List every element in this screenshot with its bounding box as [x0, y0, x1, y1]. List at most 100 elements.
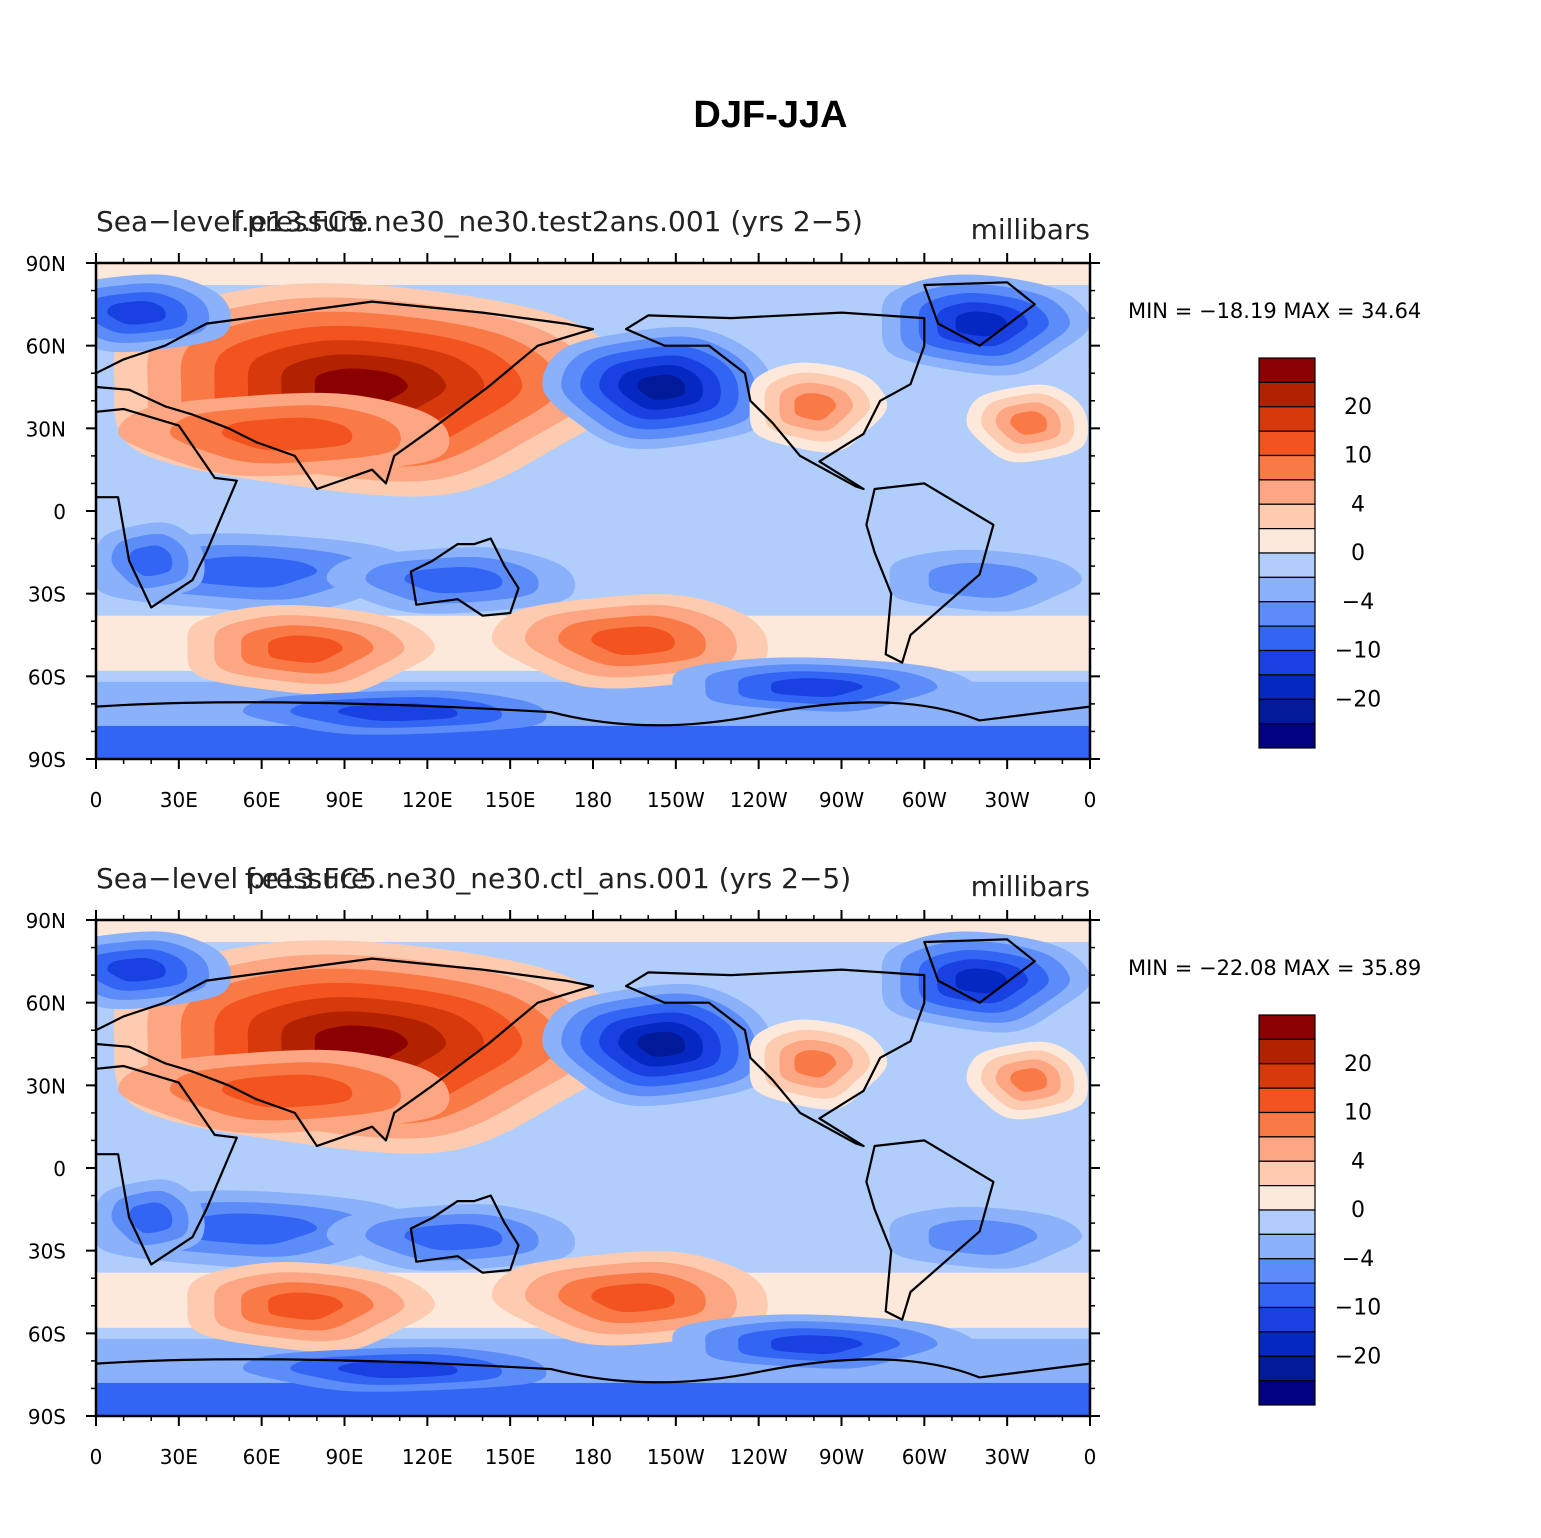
south-indian-ridge-level-4	[268, 1292, 343, 1320]
panel-left-title: Sea−level pressure	[96, 205, 368, 238]
colorbar-box	[1258, 723, 1316, 749]
colorbar-box	[1258, 1258, 1316, 1284]
north-america-high-level-4	[794, 1050, 837, 1078]
australia-coastline	[409, 1194, 520, 1274]
y-tick-label: 30N	[26, 417, 66, 441]
y-tick-label: 60S	[28, 1322, 66, 1346]
colorbar-box	[1258, 503, 1316, 530]
y-tick-label: 90S	[28, 748, 66, 772]
x-tick-label: 90W	[819, 788, 864, 812]
min-max-stats: MIN = −22.08 MAX = 35.89	[1128, 956, 1421, 980]
x-tick-label: 0	[90, 788, 103, 812]
africa-coastline	[96, 1064, 238, 1266]
x-tick-label: 30E	[160, 788, 198, 812]
panel-center-title: f.e13.FC5.ne30_ne30.ctl_ans.001 (yrs 2−5…	[245, 862, 851, 895]
min-max-stats: MIN = −18.19 MAX = 34.64	[1128, 299, 1421, 323]
greenland-coastline	[923, 281, 1036, 347]
panel-left-title: Sea−level pressure	[96, 862, 368, 895]
panel-units: millibars	[971, 213, 1090, 246]
colorbar-box	[1258, 698, 1316, 725]
antarctic-band-inner	[96, 1382, 1090, 1416]
y-tick-label: 60N	[26, 335, 66, 359]
antarctica-coastline	[96, 701, 1090, 727]
x-tick-label: 90E	[325, 1445, 363, 1469]
y-tick-label: 0	[53, 1157, 66, 1181]
y-tick-label: 30S	[28, 583, 66, 607]
antarctica-coastline	[96, 1358, 1090, 1384]
x-tick-label: 150W	[647, 788, 705, 812]
africa-coastline	[96, 407, 238, 609]
map-panel-1: 90N 60N 30N 0 30S 60S 90S 0 30E 60E 90E 120E 150E 180…	[26, 205, 1422, 812]
amundsen-low-level-4	[771, 1335, 863, 1354]
colorbar-label: 4	[1351, 1149, 1365, 1174]
south-africa-trough-level-3	[128, 545, 173, 577]
x-tick-label: 0	[1084, 788, 1097, 812]
colorbar-label: 4	[1351, 492, 1365, 517]
colorbar-box	[1258, 357, 1316, 383]
y-tick-label: 30S	[28, 1240, 66, 1264]
south-pacific-ridge-level-4	[591, 1283, 675, 1313]
colorbar-box	[1258, 625, 1316, 652]
colorbar-box	[1258, 1355, 1316, 1382]
colorbar-box	[1258, 674, 1316, 700]
azores-ridge-level-4	[1010, 411, 1048, 435]
x-tick-label: 120W	[730, 1445, 788, 1469]
map-panel-2: 90N 60N 30N 0 30S 60S 90S 0 30E 60E 90E 120E 150E 180…	[26, 862, 1422, 1469]
east-antarctic-low-level-3	[337, 703, 458, 722]
australia-trough-level-3	[404, 1223, 503, 1251]
colorbar-label: 0	[1351, 541, 1365, 566]
x-tick-label: 30W	[985, 1445, 1030, 1469]
colorbar-box	[1258, 576, 1316, 603]
barents-low-level-4	[107, 958, 166, 982]
colorbar-box	[1258, 454, 1316, 481]
colorbar-box	[1258, 381, 1316, 408]
colorbar-label: −20	[1335, 687, 1381, 712]
colorbar-box	[1258, 1209, 1316, 1235]
colorbar-label: −4	[1342, 590, 1374, 615]
x-tick-label: 120E	[402, 1445, 453, 1469]
aleutian-low-level-6	[637, 374, 686, 400]
y-tick-label: 60S	[28, 665, 66, 689]
contour-field	[96, 920, 1090, 1416]
aleutian-low-level-6	[637, 1031, 686, 1057]
north-america-coastline	[625, 311, 926, 491]
south-america-coastline	[865, 1139, 995, 1321]
south-atlantic-trough-level-2	[928, 562, 1038, 598]
north-america-coastline	[625, 968, 926, 1148]
x-tick-label: 60W	[902, 1445, 947, 1469]
x-tick-label: 150E	[485, 788, 536, 812]
colorbar-label: 10	[1344, 1101, 1372, 1126]
arctic-band	[96, 920, 1090, 943]
x-tick-label: 120W	[730, 788, 788, 812]
south-america-coastline	[865, 482, 995, 664]
colorbar-box	[1258, 1063, 1316, 1089]
colorbar-box	[1258, 601, 1316, 627]
south-indian-trough-level-3	[187, 556, 318, 588]
y-tick-label: 30N	[26, 1074, 66, 1098]
colorbar-label: −10	[1335, 639, 1381, 664]
colorbar-box	[1258, 1014, 1316, 1040]
x-tick-label: 30W	[985, 788, 1030, 812]
y-tick-label: 90N	[26, 252, 66, 276]
figure-title: DJF-JJA	[693, 94, 848, 136]
colorbar-box	[1258, 1282, 1316, 1309]
south-atlantic-trough-level-2	[928, 1219, 1038, 1255]
colorbar-box	[1258, 1160, 1316, 1187]
x-tick-label: 180	[574, 1445, 612, 1469]
panel-center-title: f.e13.FC5.ne30_ne30.test2ans.001 (yrs 2−…	[233, 205, 863, 238]
barents-low-level-4	[107, 301, 166, 325]
colorbar-label: 20	[1344, 1052, 1372, 1077]
colorbar-label: −10	[1335, 1296, 1381, 1321]
colorbar: 20 10 4 0 −4 −10 −20	[1258, 357, 1381, 749]
x-tick-label: 180	[574, 788, 612, 812]
y-tick-label: 60N	[26, 992, 66, 1016]
colorbar-box	[1258, 528, 1316, 554]
south-indian-trough-level-3	[187, 1213, 318, 1245]
icelandic-low-level-5	[955, 311, 1007, 337]
x-tick-label: 0	[90, 1445, 103, 1469]
australia-coastline	[409, 537, 520, 617]
colorbar-box	[1258, 1111, 1316, 1138]
colorbar: 20 10 4 0 −4 −10 −20	[1258, 1014, 1381, 1406]
south-indian-ridge-level-4	[268, 635, 343, 663]
